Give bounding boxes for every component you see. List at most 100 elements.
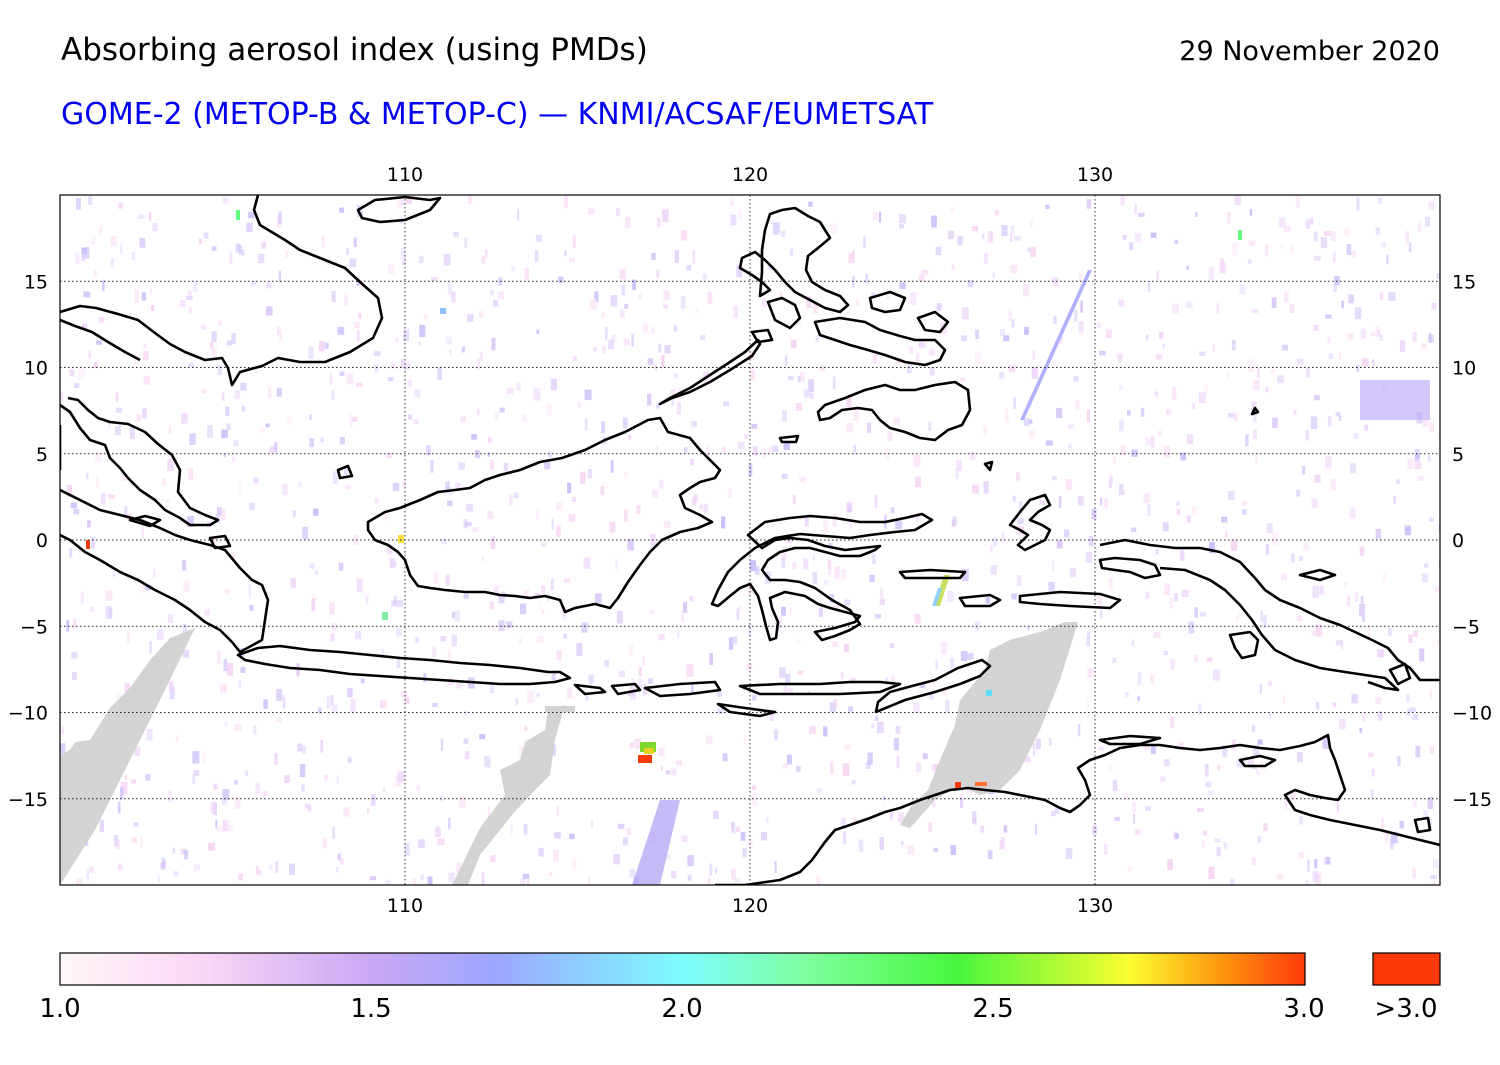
aerosol-pixel bbox=[774, 861, 777, 874]
aerosol-pixel bbox=[180, 848, 187, 855]
aerosol-pixel bbox=[1145, 806, 1151, 811]
aerosol-pixel bbox=[1271, 297, 1277, 308]
aerosol-pixel bbox=[268, 387, 272, 398]
aerosol-pixel bbox=[1176, 500, 1180, 506]
aerosol-pixel bbox=[437, 838, 445, 845]
aerosol-pixel bbox=[1201, 840, 1205, 848]
aerosol-pixel bbox=[550, 378, 557, 391]
aerosol-pixel bbox=[1023, 418, 1030, 427]
aerosol-pixel bbox=[1389, 838, 1394, 850]
aerosol-pixel bbox=[675, 760, 682, 766]
aerosol-pixel bbox=[736, 265, 743, 278]
aerosol-pixel bbox=[968, 652, 974, 660]
aerosol-pixel bbox=[858, 839, 864, 852]
aerosol-pixel bbox=[564, 196, 568, 209]
aerosol-pixel bbox=[1024, 326, 1029, 335]
aerosol-pixel bbox=[1359, 546, 1365, 557]
aerosol-pixel bbox=[795, 403, 802, 411]
aerosol-pixel bbox=[1113, 456, 1116, 464]
aerosol-pixel bbox=[1257, 367, 1260, 378]
aerosol-pixel bbox=[736, 826, 741, 832]
aerosol-pixel bbox=[382, 787, 386, 793]
aerosol-pixel bbox=[813, 301, 818, 314]
aerosol-pixel bbox=[1186, 301, 1193, 309]
lat-label-right-0: 0 bbox=[1452, 530, 1464, 552]
aerosol-pixel bbox=[877, 721, 884, 734]
aerosol-pixel bbox=[193, 281, 198, 292]
aerosol-pixel bbox=[687, 854, 694, 867]
aerosol-pixel bbox=[1435, 586, 1440, 593]
aerosol-pixel bbox=[780, 230, 786, 238]
aerosol-pixel bbox=[778, 616, 782, 630]
aerosol-pixel bbox=[1048, 581, 1055, 592]
aerosol-pixel bbox=[816, 876, 821, 885]
aerosol-pixel bbox=[1228, 412, 1235, 418]
aerosol-pixel bbox=[731, 821, 734, 831]
aerosol-pixel bbox=[1314, 474, 1321, 483]
aerosol-pixel bbox=[451, 291, 456, 303]
aerosol-pixel bbox=[1297, 752, 1303, 763]
aerosol-pixel bbox=[1367, 626, 1370, 638]
aerosol-pixel bbox=[951, 263, 955, 270]
aerosol-pixel bbox=[1429, 746, 1434, 754]
aerosol-pixel bbox=[907, 845, 915, 855]
aerosol-pixel bbox=[292, 510, 296, 517]
aerosol-pixel bbox=[254, 365, 258, 374]
aerosol-pixel bbox=[524, 726, 528, 731]
aerosol-pixel bbox=[1314, 395, 1320, 401]
aerosol-pixel bbox=[601, 421, 605, 434]
aerosol-pixel bbox=[1119, 484, 1124, 495]
aerosol-pixel bbox=[833, 604, 840, 612]
aerosol-pixel bbox=[1325, 857, 1331, 865]
aerosol-pixel bbox=[790, 339, 797, 348]
aerosol-pixel bbox=[928, 822, 932, 832]
aerosol-pixel bbox=[1263, 614, 1267, 628]
aerosol-pixel bbox=[546, 404, 552, 416]
aerosol-pixel bbox=[1145, 591, 1150, 599]
aerosol-pixel bbox=[1087, 700, 1090, 708]
aerosol-pixel bbox=[629, 742, 634, 748]
aerosol-pixel bbox=[899, 812, 902, 818]
aerosol-pixel bbox=[396, 599, 404, 608]
aerosol-pixel bbox=[616, 207, 621, 217]
aerosol-pixel bbox=[88, 350, 91, 359]
aerosol-pixel bbox=[623, 417, 628, 428]
aerosol-pixel bbox=[569, 833, 575, 840]
aerosol-pixel bbox=[401, 260, 406, 265]
aerosol-pixel bbox=[182, 649, 190, 658]
aerosol-pixel bbox=[1330, 231, 1336, 242]
aerosol-pixel bbox=[152, 223, 158, 232]
aerosol-pixel bbox=[748, 463, 753, 477]
aerosol-pixel bbox=[222, 197, 229, 204]
aerosol-pixel bbox=[809, 726, 816, 735]
aerosol-pixel bbox=[1370, 331, 1376, 337]
aerosol-pixel bbox=[834, 566, 841, 580]
aerosol-pixel bbox=[538, 847, 544, 857]
aerosol-pixel bbox=[947, 591, 954, 602]
coast-thai-gulf bbox=[60, 318, 141, 362]
aerosol-pixel bbox=[1356, 365, 1360, 372]
aerosol-pixel bbox=[322, 837, 327, 849]
aerosol-pixel bbox=[120, 787, 124, 800]
aerosol-pixel bbox=[967, 280, 973, 288]
aerosol-pixel bbox=[353, 321, 360, 329]
aerosol-pixel bbox=[153, 569, 156, 578]
streak-south bbox=[632, 800, 680, 885]
aerosol-pixel bbox=[120, 781, 128, 794]
aerosol-pixel bbox=[651, 252, 656, 260]
aerosol-pixel bbox=[1158, 430, 1162, 437]
aerosol-pixel bbox=[522, 414, 527, 422]
aerosol-pixel bbox=[918, 338, 923, 348]
aerosol-pixel bbox=[538, 606, 541, 612]
aerosol-pixel bbox=[99, 225, 102, 236]
aerosol-pixel bbox=[116, 407, 123, 413]
aerosol-pixel bbox=[225, 406, 230, 416]
aerosol-pixel bbox=[1415, 745, 1421, 758]
aerosol-pixel bbox=[380, 700, 387, 708]
aerosol-pixel bbox=[985, 597, 990, 604]
aerosol-pixel bbox=[339, 207, 345, 213]
aerosol-pixel bbox=[686, 664, 694, 677]
aerosol-pixel bbox=[846, 396, 852, 407]
aerosol-pixel bbox=[1112, 779, 1118, 792]
aerosol-pixel bbox=[1032, 350, 1036, 360]
